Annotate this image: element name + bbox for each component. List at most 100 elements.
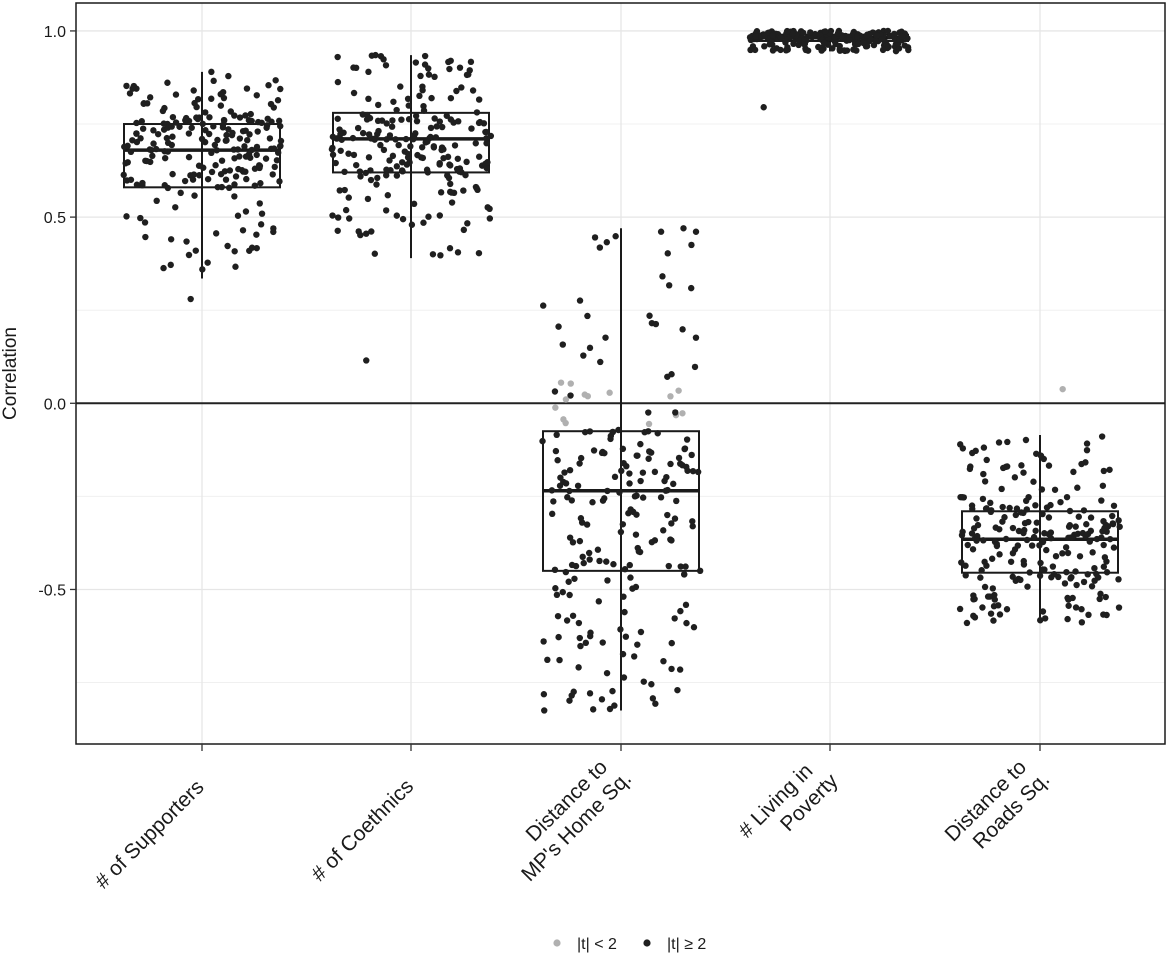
point-4-22 — [1022, 436, 1030, 444]
point-2-82 — [620, 593, 627, 600]
point-3-32 — [761, 43, 768, 50]
point-0-18 — [232, 173, 240, 180]
point-4-209 — [1084, 571, 1091, 578]
point-2-51 — [660, 527, 667, 534]
point-1-28 — [345, 194, 352, 201]
point-0-26 — [273, 157, 281, 164]
point-1-104 — [448, 199, 456, 206]
point-1-77 — [388, 123, 396, 130]
point-0-58 — [222, 176, 230, 183]
point-2-225 — [681, 571, 688, 578]
point-2-188 — [621, 608, 628, 616]
point-1-65 — [407, 143, 414, 150]
point-1-19 — [362, 230, 370, 237]
point-2-63 — [606, 389, 613, 396]
point-3-122 — [800, 29, 807, 37]
point-4-163 — [1067, 575, 1074, 582]
point-1-98 — [365, 68, 372, 76]
point-4-123 — [1012, 511, 1020, 519]
point-0-5 — [271, 163, 278, 171]
point-4-185 — [1038, 486, 1046, 493]
point-2-198 — [555, 633, 562, 641]
point-1-80 — [475, 119, 483, 127]
point-1-196 — [484, 204, 491, 211]
point-0-115 — [126, 90, 134, 97]
point-4-165 — [998, 485, 1005, 493]
point-4-151 — [1030, 478, 1037, 485]
point-1-140 — [468, 125, 475, 132]
point-0-164 — [251, 182, 259, 189]
point-0-213 — [248, 244, 256, 251]
point-2-203 — [575, 664, 582, 671]
point-0-172 — [265, 82, 272, 89]
point-1-72 — [425, 71, 433, 78]
point-1-191 — [444, 172, 451, 179]
point-3-160 — [836, 46, 843, 53]
point-4-4 — [1063, 568, 1070, 576]
point-1-151 — [428, 94, 435, 102]
point-1-147 — [342, 206, 350, 214]
point-2-5 — [553, 591, 561, 599]
point-2-83 — [585, 549, 593, 557]
point-4-162 — [1045, 514, 1053, 521]
point-2-228 — [609, 428, 617, 436]
point-2-196 — [626, 561, 633, 569]
point-0-105 — [243, 175, 250, 183]
point-2-223 — [557, 474, 564, 481]
point-2-98 — [618, 467, 625, 475]
point-2-77 — [589, 499, 596, 506]
point-0-48 — [253, 231, 260, 238]
point-4-78 — [969, 505, 976, 513]
point-1-181 — [425, 65, 432, 72]
point-0-46 — [275, 117, 283, 125]
point-2-179 — [688, 451, 695, 459]
point-2-21 — [689, 523, 696, 530]
point-1-179 — [440, 154, 447, 162]
point-2-94 — [641, 429, 648, 436]
point-4-37 — [1098, 497, 1105, 504]
point-1-69 — [338, 136, 345, 143]
point-0-111 — [243, 85, 251, 92]
point-0-160 — [231, 112, 238, 119]
point-2-110 — [552, 585, 559, 592]
point-0-133 — [133, 181, 141, 188]
point-1-9 — [389, 117, 396, 124]
point-3-137 — [829, 45, 836, 52]
point-0-95 — [231, 181, 238, 188]
x-category-label-4: Distance toRoads Sq. — [941, 750, 1055, 864]
point-0-72 — [169, 170, 176, 178]
point-0-1 — [208, 68, 215, 76]
point-0-43 — [176, 123, 183, 130]
point-4-53 — [1085, 611, 1092, 619]
point-3-83 — [768, 41, 776, 48]
point-2-16 — [617, 528, 625, 536]
point-2-157 — [552, 404, 559, 411]
point-2-202 — [563, 617, 571, 624]
point-4-121 — [1073, 581, 1080, 589]
point-1-4 — [475, 153, 483, 160]
point-1-15 — [382, 62, 390, 69]
point-1-112 — [460, 226, 468, 234]
point-3-204 — [751, 46, 759, 54]
point-2-226 — [631, 493, 639, 500]
point-4-134 — [1061, 580, 1069, 587]
point-4-228 — [1091, 565, 1098, 572]
point-4-35 — [1051, 486, 1059, 493]
point-0-171 — [226, 167, 234, 174]
point-4-199 — [1116, 523, 1123, 530]
point-0-34 — [277, 137, 285, 145]
point-4-197 — [1059, 550, 1066, 557]
point-3-113 — [878, 36, 886, 43]
point-0-148 — [127, 176, 135, 183]
point-4-144 — [995, 439, 1003, 446]
point-3-213 — [863, 32, 871, 39]
point-2-37 — [664, 250, 671, 257]
point-0-170 — [217, 102, 225, 109]
point-1-152 — [446, 65, 453, 73]
point-3-142 — [802, 46, 810, 54]
point-2-59 — [639, 494, 647, 501]
point-4-225 — [1020, 529, 1027, 537]
point-3-170 — [795, 37, 802, 44]
point-1-201 — [390, 98, 397, 105]
point-0-129 — [269, 171, 276, 178]
